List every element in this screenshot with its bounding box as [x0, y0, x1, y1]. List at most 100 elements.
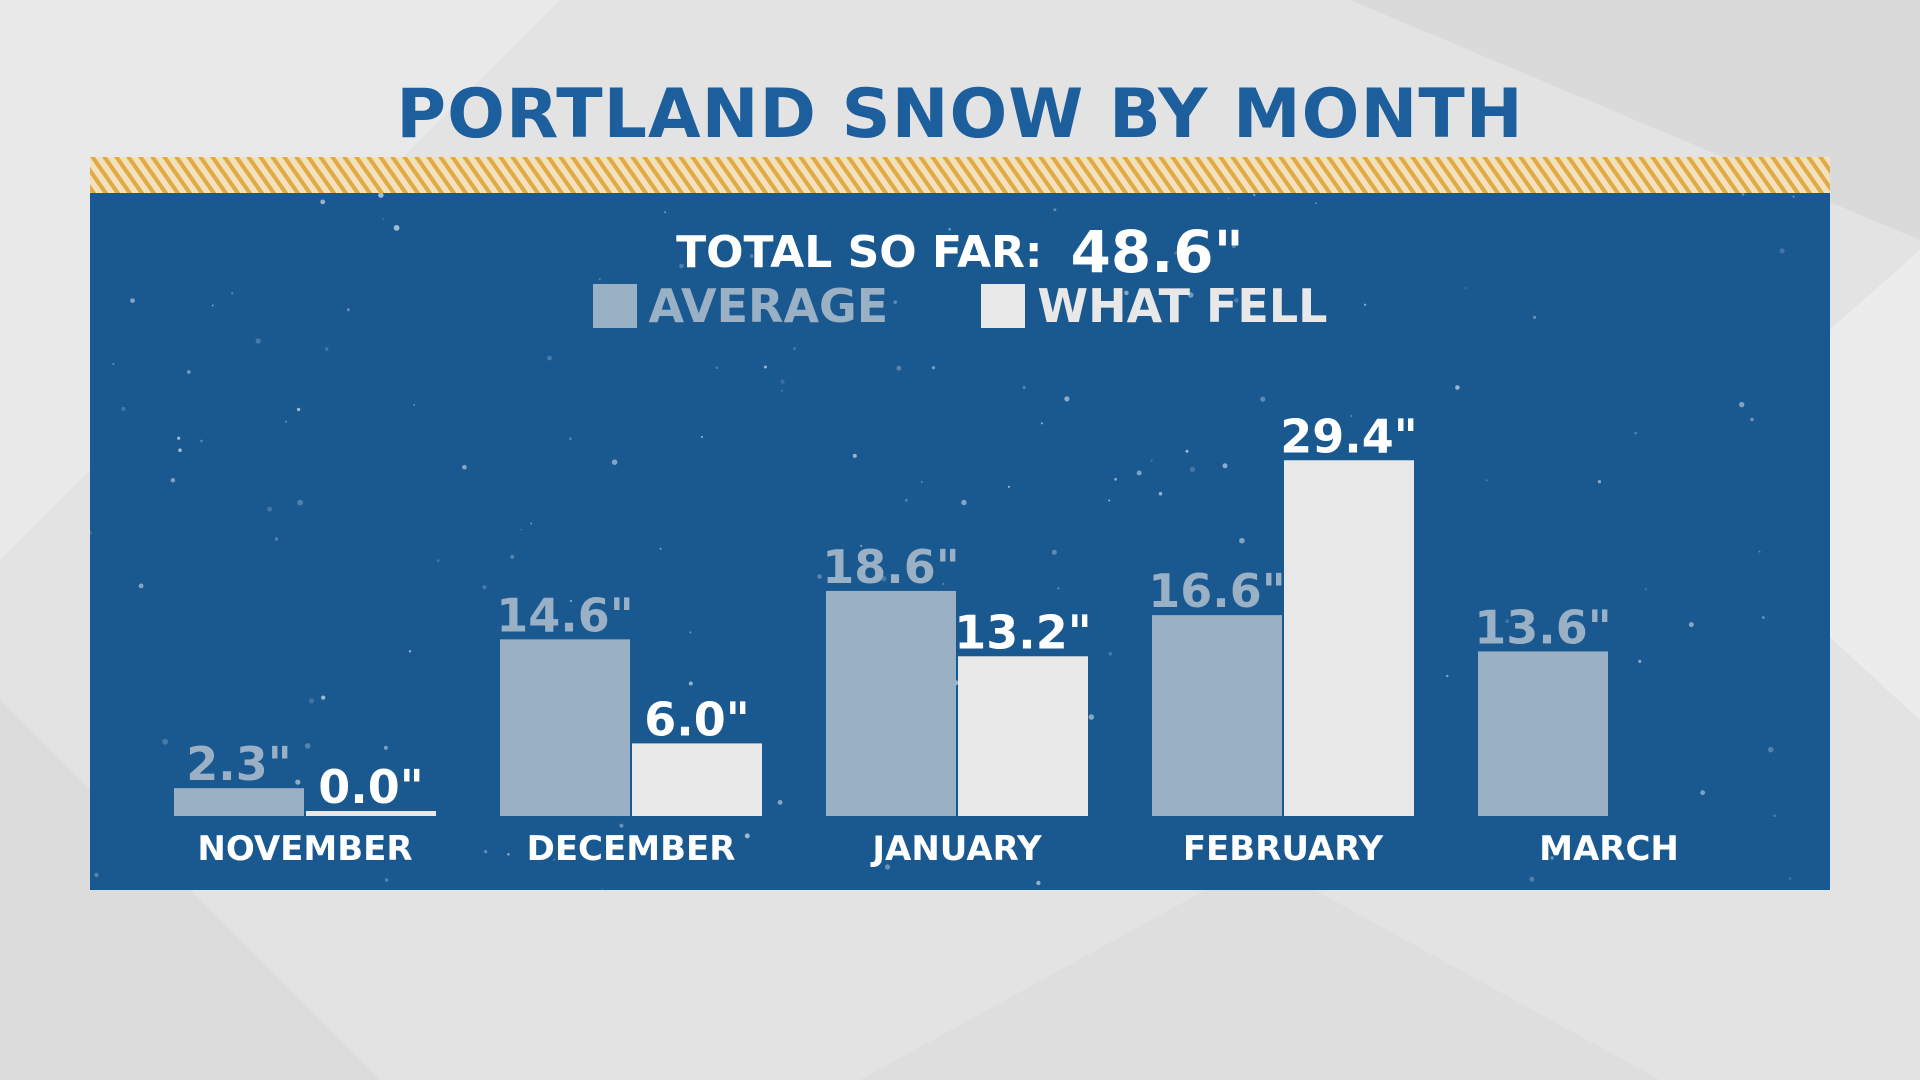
snowflake	[688, 681, 693, 686]
snowflake	[1634, 431, 1637, 435]
snowflake	[1022, 385, 1026, 390]
snowflake	[484, 850, 488, 854]
snowflake	[1257, 301, 1262, 306]
snowflake	[896, 365, 902, 371]
snowflake	[1455, 385, 1460, 390]
value-label-february-average: 16.6"	[1148, 564, 1285, 618]
snowflake	[1788, 877, 1792, 880]
snowflake	[1260, 396, 1266, 402]
bar-february-what-fell	[1284, 460, 1414, 816]
snowflake	[130, 298, 135, 303]
month-label-february: FEBRUARY	[1183, 829, 1384, 869]
snowflake	[893, 300, 898, 304]
chart-title: PORTLAND SNOW BY MONTH	[396, 75, 1524, 154]
snowflake	[1222, 463, 1228, 469]
value-label-february-what-fell: 29.4"	[1280, 409, 1417, 463]
snowflake	[413, 404, 416, 406]
bar-january-what-fell	[958, 656, 1088, 816]
snowflake	[948, 227, 951, 231]
snowflake	[749, 254, 754, 258]
snowflake	[1638, 659, 1642, 663]
value-label-january-what-fell: 13.2"	[954, 605, 1091, 659]
snowflake	[1314, 202, 1317, 205]
snowflake	[1036, 880, 1041, 886]
snowflake	[619, 823, 624, 828]
snowflake	[1174, 251, 1178, 255]
snowflake	[320, 199, 326, 205]
snowflake	[436, 559, 440, 563]
snowflake	[1239, 537, 1245, 544]
snowflake	[285, 420, 288, 423]
total-label: TOTAL SO FAR:	[676, 226, 1043, 278]
snowflake	[384, 878, 389, 882]
snowflake	[138, 583, 144, 589]
bar-february-average	[1152, 615, 1282, 816]
bar-november-what-fell	[306, 811, 436, 816]
snowflake	[274, 537, 279, 541]
snowflake	[324, 347, 329, 351]
snowflake	[530, 522, 533, 525]
bar-november-average	[174, 788, 304, 816]
total-so-far: TOTAL SO FAR: 48.6"	[90, 218, 1830, 288]
chart-panel: TOTAL SO FAR: 48.6" AVERAGE WHAT FELL 2.3…	[90, 193, 1830, 890]
snowflake	[1232, 244, 1236, 249]
snowflake	[1114, 477, 1117, 481]
bar-december-average	[500, 639, 630, 816]
snowflake	[267, 506, 273, 512]
snowflake	[598, 278, 601, 281]
snowflake	[1631, 852, 1635, 856]
snowflake	[1529, 876, 1535, 882]
snowflake	[1364, 303, 1367, 306]
snowflake	[1350, 415, 1353, 417]
snowflake	[1688, 622, 1694, 628]
snowflake	[1150, 459, 1153, 462]
bar-january-average	[826, 590, 956, 816]
snowflake	[295, 779, 301, 785]
snowflake	[1007, 849, 1010, 852]
month-label-january: JANUARY	[870, 829, 1042, 869]
snowflake	[659, 547, 662, 550]
snowflake	[1253, 193, 1256, 197]
snowflake	[177, 436, 181, 440]
snowflake	[780, 379, 785, 384]
snowflake	[393, 225, 400, 231]
snowflake	[1464, 287, 1467, 290]
month-label-december: DECEMBER	[527, 829, 736, 869]
snowflake	[1750, 417, 1754, 422]
snowflake	[1108, 499, 1111, 502]
snowflake	[482, 585, 487, 590]
snowflake	[1007, 485, 1011, 488]
snowflake	[1187, 292, 1194, 298]
snowflake	[701, 436, 703, 438]
value-label-december-what-fell: 6.0"	[644, 692, 749, 746]
snowflake	[921, 481, 923, 483]
snowflake	[296, 407, 301, 412]
snowflake	[679, 263, 684, 269]
snowflake	[547, 355, 552, 361]
snowflake	[689, 631, 692, 634]
snowflake	[1739, 401, 1745, 408]
snowflake	[1773, 814, 1776, 817]
snowflake	[1064, 396, 1070, 402]
snowflake	[961, 499, 967, 506]
snowflake	[777, 800, 783, 805]
snowflake	[569, 599, 572, 603]
snowflake	[121, 406, 126, 412]
snowflake	[1533, 315, 1537, 319]
legend-swatch-average	[592, 284, 637, 328]
snowflake	[1485, 479, 1488, 482]
snowflake	[507, 853, 510, 856]
legend-label-what-fell: WHAT FELL	[1037, 279, 1328, 333]
snowflake	[304, 743, 311, 749]
snowflake	[1227, 197, 1230, 200]
snowflake	[1761, 616, 1765, 620]
snowflake	[907, 564, 913, 569]
snowflake	[383, 745, 388, 750]
snowflake	[510, 554, 515, 559]
snowflake	[1768, 746, 1774, 753]
snowflake	[186, 370, 191, 374]
snowflake	[860, 575, 862, 577]
value-label-march-average: 13.6"	[1474, 600, 1611, 654]
snowflake	[1158, 491, 1163, 496]
snowflake	[178, 448, 182, 452]
